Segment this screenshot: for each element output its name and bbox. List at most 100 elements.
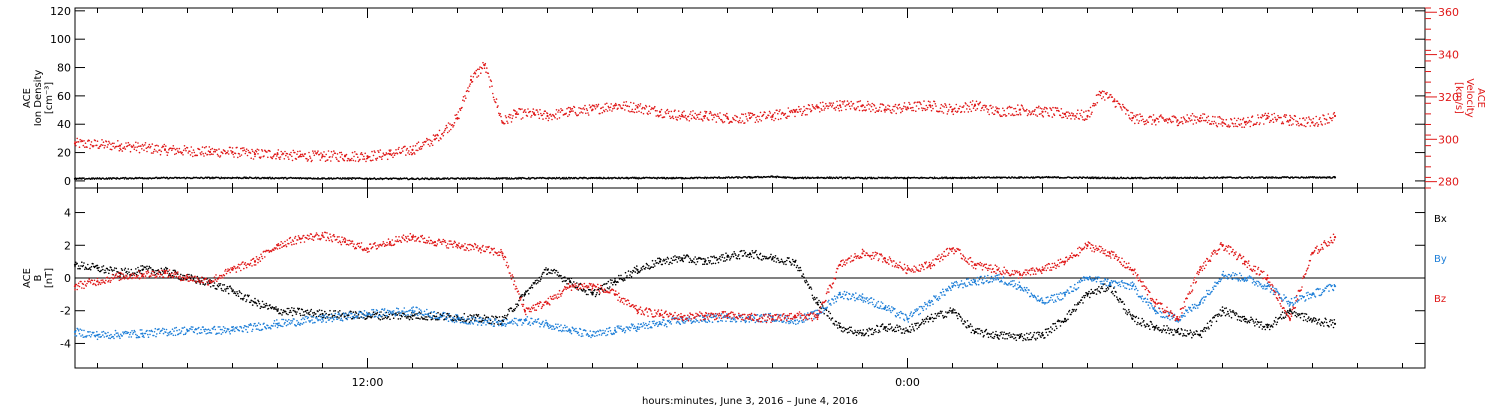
dot-1-0-1086 [888,328,891,331]
dot-0-0-870 [726,116,729,118]
dot-0-0-459 [418,147,421,149]
dot-1-0-827 [694,256,696,258]
dot-1-0-1016 [836,324,838,326]
dot-0-0-1322 [1065,111,1068,113]
dot-0-0-1105 [903,105,905,108]
dot-0-0-1611 [1282,122,1285,125]
dot-0-0-621 [540,112,542,115]
dot-0-0-1171 [952,113,955,116]
dot-1-0-445 [408,315,410,318]
dot-1-0-1008 [830,319,832,321]
dot-1-0-1093 [894,330,896,333]
dot-0-0-1269 [1026,108,1028,111]
dot-1-0-22 [90,265,93,268]
dot-0-1-1357 [1092,176,1094,178]
dot-0-0-634 [549,113,552,116]
dot-0-0-1243 [1006,107,1008,110]
dot-0-0-318 [312,152,315,154]
dot-0-0-1102 [900,108,903,110]
dot-0-0-1039 [853,107,856,109]
dot-1-0-642 [555,269,558,272]
dot-0-0-934 [774,117,777,120]
dot-0-0-242 [255,150,258,153]
dot-0-0-186 [213,148,216,151]
dot-1-0-802 [675,256,678,259]
dot-0-0-1263 [1021,105,1024,107]
dot-0-0-1146 [933,100,936,103]
dot-1-0-1185 [963,323,965,325]
dot-0-0-688 [590,105,592,108]
dot-0-0-581 [510,114,512,116]
dot-0-0-1506 [1203,113,1206,115]
dot-0-0-1310 [1056,107,1059,109]
x-tick-label-1: 0:00 [895,376,920,389]
dot-0-0-62 [120,143,123,145]
dot-1-0-88 [140,265,142,267]
dot-1-0-1078 [882,328,885,330]
dot-1-0-867 [724,260,727,262]
dot-1-0-212 [233,292,235,295]
dot-0-0-824 [692,110,694,112]
dot-1-0-154 [189,277,192,280]
dot-1-0-67 [124,267,127,270]
dot-1-0-1182 [960,320,963,322]
point-0-0-54 [1288,119,1292,122]
dot-0-0-1448 [1160,114,1162,116]
dot-0-1-1414 [1134,176,1137,179]
dot-1-0-1 [75,261,77,264]
dot-1-0-195 [220,287,223,290]
dot-0-0-834 [699,111,702,113]
dot-0-0-1365 [1098,93,1100,96]
dot-1-0-1245 [1008,334,1010,337]
dot-0-0-35 [100,143,102,146]
dot-0-0-137 [177,150,179,152]
dot-0-0-890 [741,120,744,122]
dot-1-0-155 [190,274,193,276]
dot-0-0-1258 [1017,113,1020,116]
dot-0-1-1228 [995,177,997,179]
dot-0-0-830 [696,116,699,119]
dot-1-0-198 [222,290,225,292]
point-0-0-12 [411,148,414,151]
dot-0-0-355 [340,151,343,154]
dot-1-0-1137 [926,315,929,318]
dot-0-0-1561 [1245,123,1247,126]
dot-0-0-724 [617,107,619,110]
dot-0-0-1120 [914,101,916,104]
dot-1-0-1120 [914,322,916,325]
dot-0-0-11 [82,144,85,147]
dot-0-0-732 [623,101,625,103]
dot-0-0-63 [121,150,124,152]
dot-0-0-792 [668,110,670,113]
dot-0-0-1414 [1134,116,1137,118]
dot-0-0-1067 [874,111,877,114]
dot-1-0-304 [302,314,304,317]
dot-0-0-1158 [942,112,945,114]
dot-0-0-474 [429,139,432,142]
dot-0-0-717 [612,108,614,110]
dot-1-0-709 [606,282,608,285]
dot-0-0-1104 [902,107,904,110]
dot-1-0-389 [366,317,368,320]
dot-0-1-711 [607,176,610,179]
dot-1-0-612 [533,282,535,285]
dot-0-1-1338 [1077,177,1080,180]
dot-1-0-777 [657,257,659,260]
dot-1-0-529 [470,315,473,317]
dot-0-0-494 [444,127,447,130]
dot-0-0-1582 [1260,116,1263,119]
dot-1-0-222 [240,292,243,295]
dot-0-0-738 [627,110,630,112]
dot-1-0-1064 [872,333,874,336]
dot-0-0-226 [243,149,246,151]
dot-0-0-1527 [1219,117,1222,119]
dot-0-0-38 [102,141,105,143]
dot-1-0-663 [571,283,574,285]
dot-0-0-1417 [1137,114,1139,116]
dot-0-0-168 [200,153,202,156]
dot-0-0-1075 [880,110,883,112]
dot-1-0-971 [802,273,805,275]
dot-0-0-1531 [1222,119,1225,121]
dot-1-0-774 [654,260,657,262]
dot-0-0-1180 [959,105,961,108]
